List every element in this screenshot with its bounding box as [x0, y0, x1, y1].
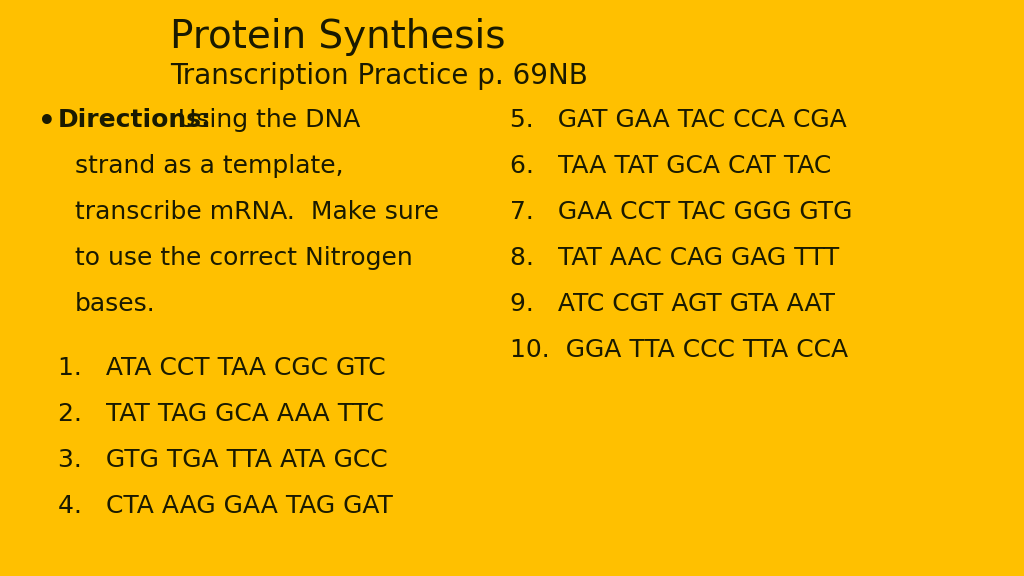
Text: Directions:: Directions: [58, 108, 212, 132]
Text: 6.   TAA TAT GCA CAT TAC: 6. TAA TAT GCA CAT TAC [510, 154, 831, 178]
Text: Protein Synthesis: Protein Synthesis [170, 18, 506, 56]
Text: 1.   ATA CCT TAA CGC GTC: 1. ATA CCT TAA CGC GTC [58, 356, 386, 380]
Text: 7.   GAA CCT TAC GGG GTG: 7. GAA CCT TAC GGG GTG [510, 200, 852, 224]
Text: 5.   GAT GAA TAC CCA CGA: 5. GAT GAA TAC CCA CGA [510, 108, 847, 132]
Text: Using the DNA: Using the DNA [178, 108, 360, 132]
Text: Transcription Practice p. 69NB: Transcription Practice p. 69NB [170, 62, 588, 90]
Text: bases.: bases. [75, 292, 156, 316]
Text: 2.   TAT TAG GCA AAA TTC: 2. TAT TAG GCA AAA TTC [58, 402, 384, 426]
Text: •: • [38, 108, 55, 136]
Text: transcribe mRNA.  Make sure: transcribe mRNA. Make sure [75, 200, 439, 224]
Text: 8.   TAT AAC CAG GAG TTT: 8. TAT AAC CAG GAG TTT [510, 246, 840, 270]
Text: 10.  GGA TTA CCC TTA CCA: 10. GGA TTA CCC TTA CCA [510, 338, 848, 362]
Text: 3.   GTG TGA TTA ATA GCC: 3. GTG TGA TTA ATA GCC [58, 448, 388, 472]
Text: 9.   ATC CGT AGT GTA AAT: 9. ATC CGT AGT GTA AAT [510, 292, 835, 316]
Text: strand as a template,: strand as a template, [75, 154, 344, 178]
Text: 4.   CTA AAG GAA TAG GAT: 4. CTA AAG GAA TAG GAT [58, 494, 393, 518]
Text: to use the correct Nitrogen: to use the correct Nitrogen [75, 246, 413, 270]
